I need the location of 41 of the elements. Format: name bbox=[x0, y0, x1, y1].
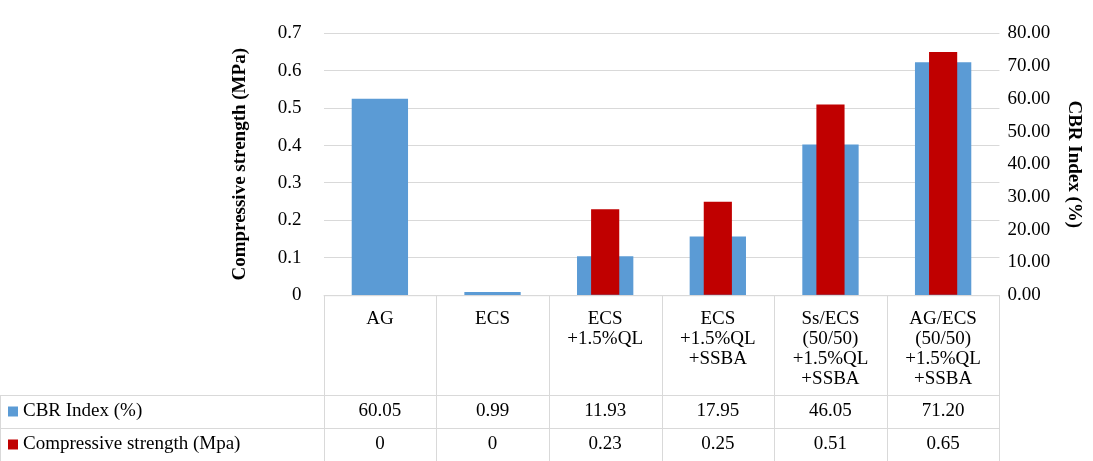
data-label: 46.05 bbox=[809, 399, 852, 421]
x-tick-label: ECS +1.5%QL bbox=[567, 307, 643, 349]
y-tick-label: 0.5 bbox=[277, 96, 302, 118]
data-label: 71.20 bbox=[921, 399, 965, 421]
x-tick-label: ECS +1.5%QL +SSBA bbox=[680, 307, 756, 369]
data-label: 0.65 bbox=[926, 432, 960, 454]
y2-tick-label: 40.00 bbox=[1007, 152, 1051, 174]
data-label: 0 bbox=[375, 432, 385, 454]
y-tick-label: 0.6 bbox=[277, 58, 302, 80]
data-label: 11.93 bbox=[584, 399, 627, 421]
legend-label: CBR Index (%) bbox=[23, 399, 143, 422]
legend-label: Compressive strength (Mpa) bbox=[23, 432, 241, 455]
x-tick-label: ECS bbox=[475, 307, 510, 329]
bar bbox=[351, 98, 409, 296]
y2-tick-label: 30.00 bbox=[1007, 185, 1051, 207]
data-label: 0.51 bbox=[813, 432, 848, 454]
bar bbox=[464, 291, 521, 296]
y-tick-label: 0.3 bbox=[277, 170, 302, 192]
y-tick-label: 0.2 bbox=[277, 208, 302, 230]
data-label: 0.99 bbox=[475, 399, 510, 421]
data-label: 60.05 bbox=[358, 399, 402, 421]
y2-tick-label: 70.00 bbox=[1007, 54, 1051, 76]
y2-tick-label: 50.00 bbox=[1007, 119, 1051, 141]
x-tick-label: AG/ECS (50/50) +1.5%QL +SSBA bbox=[905, 307, 981, 389]
y-tick-label: 0.7 bbox=[277, 21, 302, 43]
y-tick-label: 0.1 bbox=[277, 245, 302, 267]
data-label: 0 bbox=[487, 432, 498, 454]
data-label: 0.23 bbox=[588, 432, 622, 454]
x-tick-label: Ss/ECS (50/50) +1.5%QL +SSBA bbox=[792, 307, 869, 389]
y-tick-label: 0.4 bbox=[277, 133, 303, 155]
y-axis-title: Compressive strength (MPa) bbox=[228, 48, 251, 281]
y2-tick-label: 10.00 bbox=[1007, 250, 1051, 272]
y2-tick-label: 0.00 bbox=[1007, 283, 1041, 305]
x-tick-label: AG bbox=[366, 307, 394, 329]
y2-tick-label: 80.00 bbox=[1007, 21, 1051, 43]
data-label: 17.95 bbox=[696, 399, 740, 421]
y2-tick-label: 60.00 bbox=[1007, 86, 1051, 108]
data-label: 0.25 bbox=[701, 432, 735, 454]
y2-tick-label: 20.00 bbox=[1007, 217, 1051, 239]
y2-axis-title: CBR Index (%) bbox=[1063, 100, 1086, 229]
y-tick-label: 0 bbox=[292, 283, 302, 305]
